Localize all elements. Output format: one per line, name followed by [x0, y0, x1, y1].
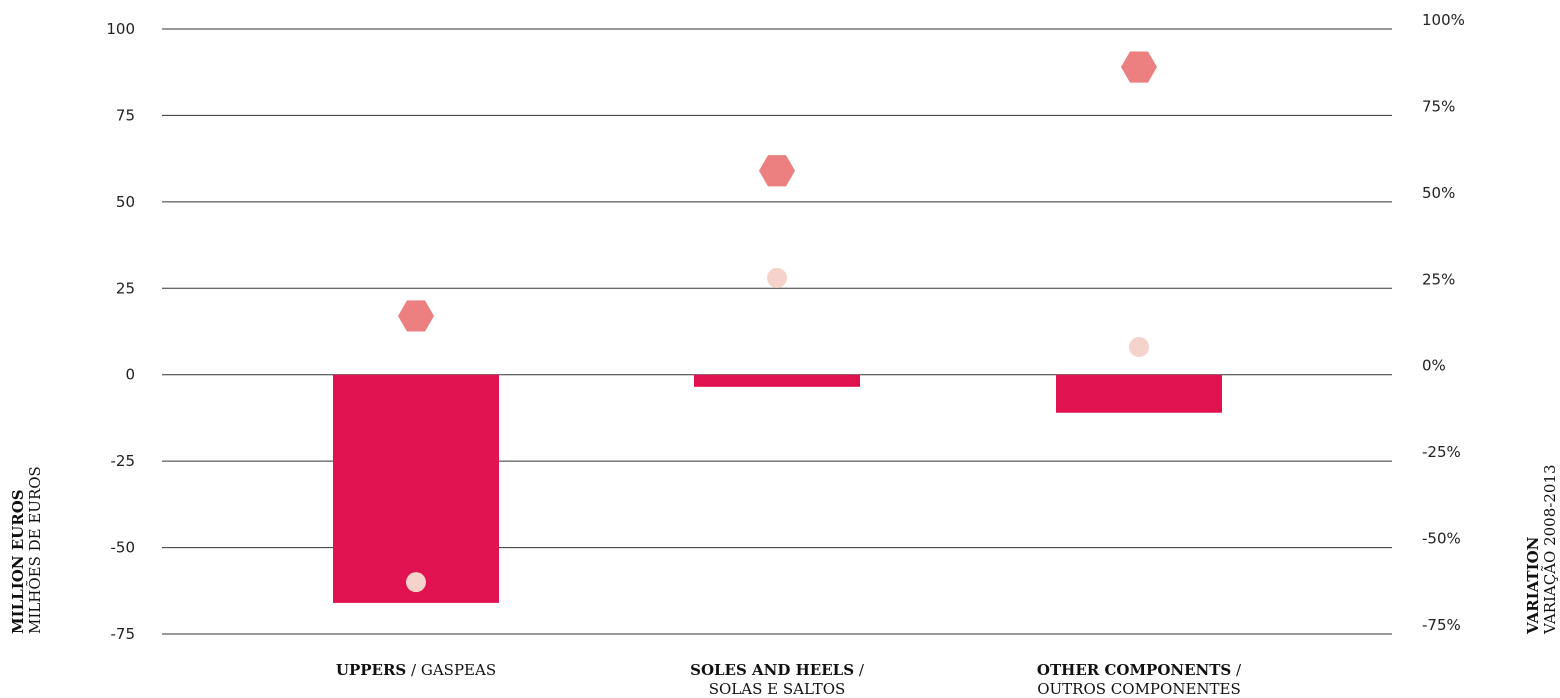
bar: [333, 374, 499, 603]
left-tick-label: -25: [111, 452, 136, 470]
right-tick-label: -50%: [1422, 530, 1461, 548]
hexagon-point: [759, 155, 795, 187]
right-tick-label: 0%: [1422, 357, 1446, 375]
category-label-line2: SOLAS E SALTOS: [709, 680, 846, 698]
hexagon-series: [398, 51, 1157, 332]
bar-series: [333, 374, 1222, 603]
right-tick-label: -75%: [1422, 616, 1461, 634]
category-label: UPPERS / GASPEAS: [336, 661, 496, 679]
bar: [1056, 374, 1222, 413]
category-label: OTHER COMPONENTS /: [1037, 661, 1242, 679]
category-label: SOLES AND HEELS /: [690, 661, 865, 679]
right-tick-label: 75%: [1422, 97, 1455, 115]
left-axis-title: MILLION EUROS MILHÕES DE EUROS: [9, 466, 44, 634]
right-tick-label: -25%: [1422, 443, 1461, 461]
left-axis-ticks: 100 75 50 25 0 -25 -50 -75: [106, 20, 135, 643]
hexagon-point: [398, 300, 434, 332]
left-axis-title-bold: MILLION EUROS: [9, 489, 27, 634]
right-tick-label: 50%: [1422, 184, 1455, 202]
hexagon-point: [1121, 51, 1157, 83]
left-tick-label: 0: [125, 366, 135, 384]
left-tick-label: 25: [116, 279, 135, 297]
right-axis-title: VARIATION VARIAÇÃO 2008-2013: [1524, 465, 1559, 636]
left-tick-label: 75: [116, 106, 135, 124]
left-tick-label: -50: [111, 539, 136, 557]
category-label-line2: OUTROS COMPONENTES: [1037, 680, 1241, 698]
left-tick-label: -75: [111, 625, 136, 643]
right-tick-label: 100%: [1422, 11, 1465, 29]
right-axis-title-normal: VARIAÇÃO 2008-2013: [1541, 465, 1559, 636]
circle-point: [1129, 337, 1149, 358]
right-axis-ticks: 100% 75% 50% 25% 0% -25% -50% -75%: [1422, 11, 1465, 634]
circle-point: [767, 267, 787, 288]
left-axis-title-normal: MILHÕES DE EUROS: [26, 466, 44, 634]
right-tick-label: 25%: [1422, 270, 1455, 288]
right-axis-title-bold: VARIATION: [1524, 536, 1542, 635]
category-labels: UPPERS / GASPEAS SOLES AND HEELS /SOLAS E…: [336, 661, 1242, 698]
circle-series: [406, 267, 1149, 593]
left-tick-label: 50: [116, 193, 135, 211]
circle-point: [406, 572, 426, 593]
left-tick-label: 100: [106, 20, 135, 38]
bar: [694, 374, 860, 387]
